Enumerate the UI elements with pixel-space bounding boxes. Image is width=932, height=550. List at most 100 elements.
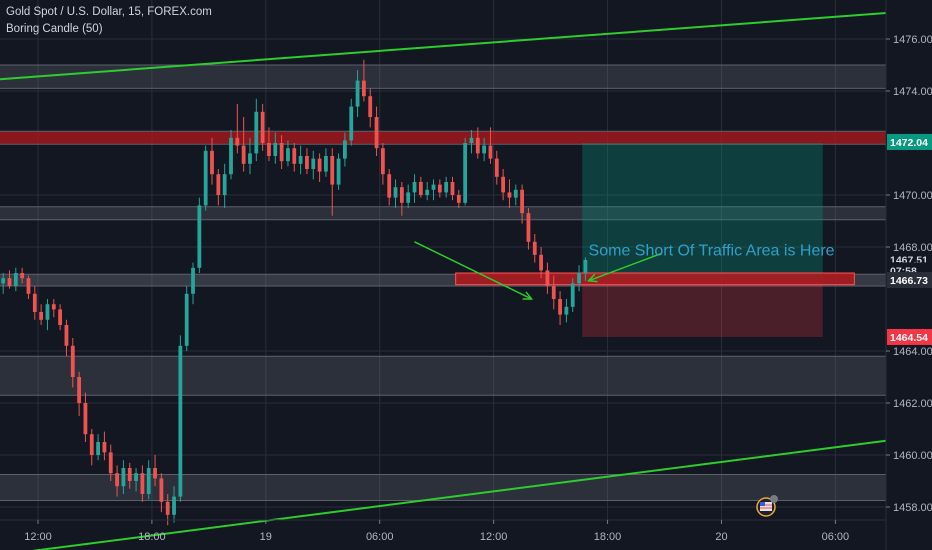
candle-body [450,182,455,195]
candle-body [526,213,531,242]
candle-body [399,187,404,203]
candle-body [418,182,423,195]
candle-body [361,80,366,97]
candle-body [191,267,195,294]
candle-body [425,189,430,195]
candle-body [267,143,271,156]
candle-body [197,205,202,268]
candles [1,59,588,526]
candle-body [558,299,562,315]
candle-body [570,283,575,307]
candle-body [463,143,468,203]
time-tick-label: 06:00 [822,531,850,543]
traffic-annotation[interactable]: Some Short Of Traffic Area is Here [589,243,835,260]
time-tick-label: 12:00 [24,531,52,543]
candle-body [469,137,474,143]
candle-body [235,137,240,146]
zone-band[interactable] [0,131,886,145]
candle-body [507,192,512,198]
candle-body [380,148,385,175]
candle-body [26,278,31,294]
candle-body [324,156,328,172]
stop-zone[interactable] [582,280,823,337]
candle-body [532,241,537,255]
time-tick-label: 18:00 [138,531,166,543]
candle-body [286,148,290,162]
candle-body [146,468,151,494]
trend-line[interactable] [0,439,887,550]
candle-body [292,148,297,164]
candle-body [216,174,221,195]
traffic-zone[interactable] [455,272,855,286]
candle-body [39,312,44,320]
trend-line[interactable] [0,12,887,81]
time-axis[interactable]: 12:00 18:00 19 06:00 12:00 18:00 20 06:00 [24,520,849,543]
candle-body [51,304,56,310]
price-tag-bg [887,133,932,150]
arrow-head [522,291,534,300]
candle-body [475,137,480,154]
candle-body [494,158,499,177]
candle-body [134,473,138,481]
zone-band[interactable] [0,65,886,89]
candle-body [83,403,88,435]
candle-body [45,304,50,320]
candle-body [13,273,18,286]
arrow-line[interactable] [414,241,532,300]
candle-body [368,96,373,117]
flag-icon[interactable] [756,495,778,517]
candle-body [241,145,246,164]
time-tick-label: 06:00 [366,531,394,543]
candle-body [64,325,69,346]
chart-title[interactable]: Gold Spot / U.S. Dollar, 15, FOREX.com [6,6,212,18]
indicator-label[interactable]: Boring Candle (50) [6,23,103,35]
profit-zone[interactable] [582,143,823,281]
candle-body [70,345,75,377]
candle-body [393,187,398,198]
arrow-line[interactable] [588,252,662,282]
candle-body [311,158,316,169]
price-tick-label: 1470.00 [893,190,932,202]
candle-body [222,174,227,195]
chart-legend: Gold Spot / U.S. Dollar, 15, FOREX.com B… [6,4,212,38]
candle-body [305,156,309,169]
annotation-arrows[interactable] [414,241,662,300]
traffic-zone-rect[interactable] [455,272,855,286]
zone-band[interactable] [0,206,886,220]
zone-band[interactable] [0,474,886,501]
candle-body [260,111,265,143]
zone-band[interactable] [0,356,886,396]
candle-body [273,143,278,156]
candle-body [178,345,183,497]
candle-body [564,306,569,315]
price-axis[interactable]: 1458.00 1460.00 1462.00 1464.00 1468.00 1470.… [886,34,932,514]
price-tag-label: 1464.54 [890,332,928,344]
short-position-tool[interactable] [582,143,823,337]
price-tag-bg [887,272,932,289]
candle-body [121,468,126,487]
candle-body [501,176,506,193]
price-tick-label: 1462.00 [893,398,932,410]
candle-body [165,501,170,515]
trend-lines[interactable] [0,12,887,550]
time-tick-label: 20 [715,531,727,543]
candle-body [431,184,436,190]
candle-body [343,140,347,159]
candle-body [336,158,341,185]
candle-body [330,156,335,185]
candle-body [102,442,107,453]
candle-body [184,293,189,346]
candle-body [412,182,417,193]
candle-body [349,106,354,141]
candle-body [7,278,12,286]
horizontal-zones [0,64,886,501]
candle-body [248,153,252,164]
price-tick-label: 1458.00 [893,502,932,514]
candle-body [539,254,543,271]
candle-body [32,293,37,312]
candle-body [115,473,119,487]
candle-body [210,150,214,175]
zone-band[interactable] [0,274,886,286]
